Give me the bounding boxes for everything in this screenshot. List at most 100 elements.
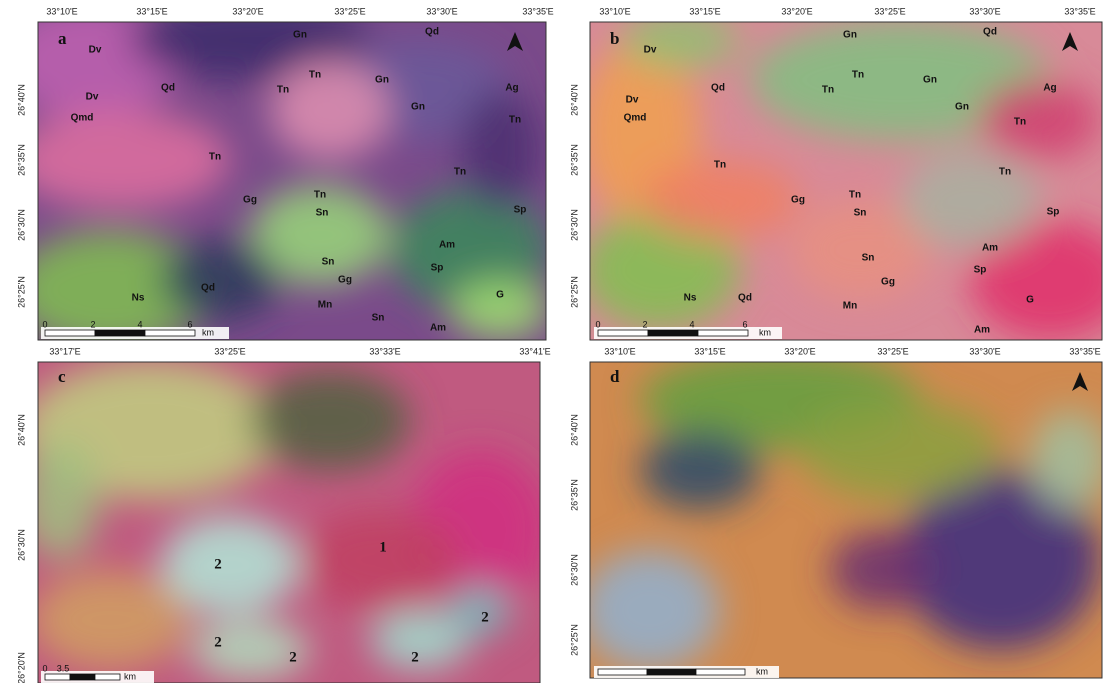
lon-tick-label: 33°41'E — [519, 346, 550, 356]
map-unit-label: Tn — [277, 85, 289, 96]
scale-bar-segment — [95, 674, 120, 680]
map-unit-label: Tn — [314, 190, 326, 201]
scale-label: 2 — [642, 319, 647, 329]
map-unit-label: Qd — [711, 83, 725, 94]
map-unit-label: 2 — [214, 556, 222, 572]
color-patch — [270, 60, 390, 160]
panel-letter: a — [58, 29, 67, 48]
scale-bar-segment — [696, 669, 745, 675]
lon-tick-label: 33°30'E — [426, 6, 457, 16]
map-unit-label: Gg — [338, 275, 352, 286]
lon-tick-label: 33°15'E — [136, 6, 167, 16]
color-patch — [800, 400, 1000, 500]
map-unit-label: Qd — [738, 293, 752, 304]
color-patch — [460, 90, 540, 210]
map-unit-label: Sn — [854, 208, 867, 219]
lat-tick-label: 26°35'N — [569, 479, 579, 511]
color-patch — [1030, 410, 1110, 510]
lat-tick-label: 26°35'N — [16, 144, 26, 176]
map-unit-label: Tn — [309, 70, 321, 81]
map-unit-label: Tn — [509, 115, 521, 126]
map-unit-label: 2 — [481, 609, 489, 625]
scale-bar-segment — [648, 330, 698, 336]
map-unit-label: Gn — [843, 30, 857, 41]
map-unit-label: Tn — [209, 152, 221, 163]
map-unit-label: Sn — [316, 208, 329, 219]
scale-label: 2 — [90, 319, 95, 329]
lat-tick-label: 26°35'N — [569, 144, 579, 176]
scale-label: 0 — [595, 319, 600, 329]
map-unit-label: Gn — [411, 102, 425, 113]
map-unit-label: Tn — [454, 167, 466, 178]
map-unit-label: Gn — [955, 102, 969, 113]
lon-tick-label: 33°15'E — [694, 346, 725, 356]
color-patch — [300, 510, 460, 610]
lon-tick-label: 33°30'E — [969, 346, 1000, 356]
scale-label: 3.5 — [57, 663, 70, 673]
scale-label: km — [202, 327, 214, 337]
map-unit-label: Tn — [852, 70, 864, 81]
lon-tick-label: 33°10'E — [604, 346, 635, 356]
map-unit-label: Am — [430, 323, 446, 334]
lat-tick-label: 26°40'N — [569, 84, 579, 116]
map-unit-label: Gg — [791, 195, 805, 206]
lon-tick-label: 33°25'E — [214, 346, 245, 356]
scale-label: 4 — [689, 319, 694, 329]
map-unit-label: Sn — [322, 257, 335, 268]
map-unit-label: Am — [439, 240, 455, 251]
scale-label: km — [124, 671, 136, 681]
lon-tick-label: 33°35'E — [1069, 346, 1100, 356]
lat-tick-label: 26°30'N — [569, 554, 579, 586]
map-unit-label: Dv — [644, 45, 657, 56]
color-patch — [30, 570, 190, 670]
map-unit-label: Ag — [505, 83, 518, 94]
map-unit-label: 2 — [289, 649, 297, 665]
lat-tick-label: 26°25'N — [16, 276, 26, 308]
scale-label: km — [759, 327, 771, 337]
scale-bar-segment — [45, 330, 95, 336]
scale-label: 4 — [137, 319, 142, 329]
map-unit-label: Tn — [714, 160, 726, 171]
map-unit-label: Ns — [132, 293, 145, 304]
map-unit-label: Qd — [201, 283, 215, 294]
map-unit-label: Sp — [431, 263, 444, 274]
color-patch — [620, 10, 740, 70]
map-unit-label: 2 — [411, 649, 419, 665]
lon-tick-label: 33°25'E — [877, 346, 908, 356]
lon-tick-label: 33°25'E — [334, 6, 365, 16]
map-unit-label: Sn — [862, 253, 875, 264]
map-unit-label: Gg — [881, 277, 895, 288]
map-unit-label: Am — [982, 243, 998, 254]
map-unit-label: Tn — [849, 190, 861, 201]
lon-tick-label: 33°25'E — [874, 6, 905, 16]
panel-letter: c — [58, 367, 66, 386]
satellite-image — [580, 350, 1110, 678]
panel-letter: d — [610, 367, 620, 386]
lat-tick-label: 26°40'N — [16, 414, 26, 446]
map-unit-label: Dv — [86, 92, 99, 103]
map-unit-label: Tn — [822, 85, 834, 96]
lat-tick-label: 26°20'N — [16, 652, 26, 683]
map-unit-label: Gn — [375, 75, 389, 86]
lon-tick-label: 33°20'E — [781, 6, 812, 16]
lon-tick-label: 33°35'E — [1064, 6, 1095, 16]
map-unit-label: Tn — [1014, 117, 1026, 128]
color-patch — [980, 80, 1100, 160]
map-unit-label: Qd — [425, 27, 439, 38]
satellite-image — [20, 360, 550, 683]
color-patch — [640, 430, 760, 510]
lon-tick-label: 33°10'E — [599, 6, 630, 16]
lon-tick-label: 33°35'E — [522, 6, 553, 16]
map-unit-label: Mn — [843, 301, 857, 312]
scale-bar-segment — [698, 330, 748, 336]
map-unit-label: Gn — [293, 30, 307, 41]
scale-bar-segment — [145, 330, 195, 336]
lon-tick-label: 33°33'E — [369, 346, 400, 356]
scale-label: 0 — [42, 319, 47, 329]
map-unit-label: Sp — [1047, 207, 1060, 218]
map-unit-label: Qd — [983, 27, 997, 38]
map-unit-label: Am — [974, 325, 990, 336]
scale-bar-segment — [647, 669, 696, 675]
scale-label: km — [756, 666, 768, 676]
